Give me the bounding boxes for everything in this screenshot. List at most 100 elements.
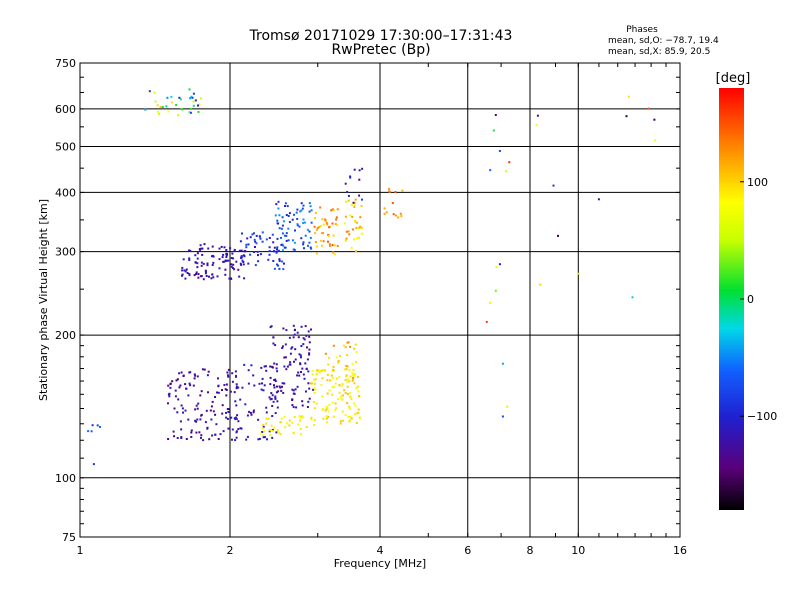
data-point <box>278 227 281 230</box>
data-point <box>184 270 187 273</box>
data-point <box>299 354 302 357</box>
data-point <box>246 237 249 240</box>
data-point <box>273 379 276 381</box>
data-point <box>271 233 274 236</box>
data-point <box>199 275 202 278</box>
data-point <box>354 219 356 222</box>
data-point <box>338 376 341 379</box>
data-point <box>248 410 251 413</box>
data-point <box>348 420 351 423</box>
data-point <box>301 404 304 407</box>
data-point <box>269 398 272 401</box>
data-point <box>297 371 300 374</box>
data-point <box>246 414 249 417</box>
data-point <box>243 363 246 366</box>
data-point <box>287 215 290 217</box>
data-point <box>232 257 235 260</box>
data-point <box>87 430 90 433</box>
data-point <box>297 336 300 339</box>
data-point <box>157 110 160 113</box>
data-point <box>225 249 228 251</box>
data-point <box>346 393 349 396</box>
data-point <box>275 363 278 366</box>
data-point <box>274 397 277 400</box>
data-point <box>304 325 307 328</box>
data-point <box>357 390 360 393</box>
data-point <box>293 333 296 336</box>
data-point <box>168 392 171 395</box>
data-point <box>349 345 351 348</box>
data-point <box>308 352 311 355</box>
data-point <box>256 250 259 253</box>
data-point <box>262 434 265 437</box>
data-point <box>340 384 343 387</box>
data-point <box>489 302 491 304</box>
data-point <box>192 384 195 387</box>
data-point <box>232 263 235 266</box>
data-point <box>174 389 177 392</box>
y-tick-label: 200 <box>55 329 76 342</box>
data-point <box>291 239 294 242</box>
data-point <box>539 283 542 286</box>
data-point <box>321 369 324 372</box>
data-point <box>206 427 209 430</box>
data-point <box>217 438 220 440</box>
data-point <box>319 225 322 227</box>
data-point <box>320 239 322 242</box>
data-point <box>349 375 352 378</box>
data-point <box>182 374 185 377</box>
data-point <box>308 210 311 213</box>
data-point <box>188 259 191 261</box>
data-point <box>332 365 335 368</box>
data-point <box>205 270 207 273</box>
data-point <box>303 247 305 250</box>
data-point <box>278 385 281 388</box>
data-point <box>276 429 279 432</box>
data-point <box>352 369 355 372</box>
data-point <box>298 225 301 228</box>
data-point <box>241 386 244 389</box>
data-point <box>216 391 218 394</box>
data-point <box>356 237 358 240</box>
data-point <box>298 353 301 356</box>
data-point <box>235 436 238 439</box>
data-point <box>224 259 227 262</box>
data-point <box>330 374 333 377</box>
data-point <box>345 237 348 240</box>
data-point <box>285 368 288 371</box>
data-point <box>291 398 294 401</box>
data-point <box>272 400 275 403</box>
data-point <box>334 409 337 412</box>
data-point <box>184 409 187 412</box>
data-point <box>186 272 189 274</box>
data-point <box>356 385 359 388</box>
data-point <box>306 228 309 231</box>
data-point <box>211 434 214 437</box>
data-point <box>329 244 331 247</box>
data-point <box>401 189 404 192</box>
data-point <box>237 428 240 431</box>
data-point <box>187 418 190 421</box>
x-tick-label: 2 <box>227 544 234 557</box>
data-point <box>183 269 186 272</box>
data-point <box>243 255 246 258</box>
data-point <box>193 377 196 380</box>
data-point <box>185 438 188 440</box>
data-point <box>144 108 147 111</box>
data-point <box>230 265 233 268</box>
data-point <box>249 236 252 239</box>
x-tick-label: 4 <box>377 544 384 557</box>
data-point <box>227 375 230 378</box>
data-point <box>353 206 356 208</box>
data-point <box>346 354 349 357</box>
data-point <box>647 107 650 110</box>
data-point <box>272 260 275 262</box>
data-point <box>263 384 266 387</box>
data-point <box>239 398 242 401</box>
data-point <box>227 374 229 377</box>
data-point <box>302 243 305 246</box>
data-point <box>306 346 308 349</box>
data-point <box>230 277 233 280</box>
data-point <box>355 387 358 390</box>
data-point <box>195 404 198 407</box>
